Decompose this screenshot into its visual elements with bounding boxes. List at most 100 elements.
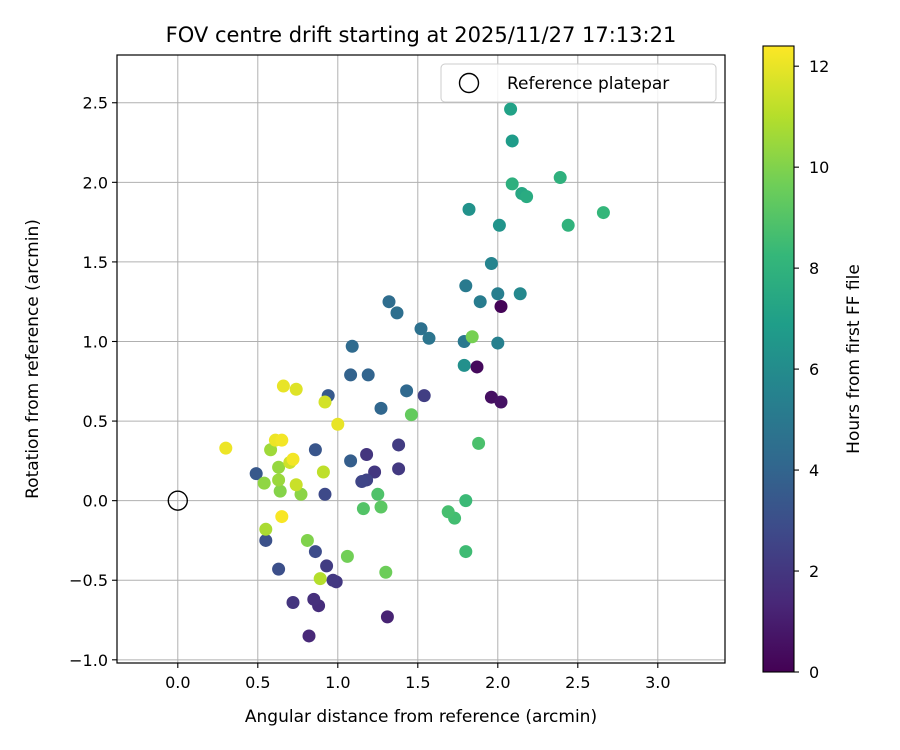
data-point bbox=[379, 565, 393, 579]
data-point bbox=[470, 360, 484, 374]
data-point bbox=[272, 460, 286, 474]
data-point bbox=[561, 218, 575, 232]
data-point bbox=[473, 295, 487, 309]
data-point bbox=[520, 190, 534, 204]
data-point bbox=[308, 443, 322, 457]
data-point bbox=[316, 465, 330, 479]
data-point bbox=[361, 368, 375, 382]
legend-box bbox=[440, 63, 717, 103]
data-point bbox=[257, 476, 271, 490]
data-point bbox=[360, 447, 374, 461]
data-point bbox=[289, 478, 303, 492]
colorbar-tick-label: 4 bbox=[809, 461, 819, 480]
colorbar-tick-label: 8 bbox=[809, 259, 819, 278]
legend-label: Reference platepar bbox=[507, 74, 669, 94]
data-point bbox=[472, 436, 486, 450]
data-point bbox=[374, 401, 388, 415]
data-point bbox=[484, 257, 498, 271]
data-point bbox=[300, 533, 314, 547]
colorbar-tick-label: 10 bbox=[809, 158, 829, 177]
data-point bbox=[371, 487, 385, 501]
data-point bbox=[494, 299, 508, 313]
data-point bbox=[457, 358, 471, 372]
data-point bbox=[494, 395, 508, 409]
data-point bbox=[356, 502, 370, 516]
data-point bbox=[320, 559, 334, 573]
reference-marker bbox=[167, 490, 189, 511]
data-point bbox=[344, 368, 358, 382]
data-point bbox=[459, 279, 473, 293]
data-point bbox=[553, 171, 567, 185]
data-point bbox=[441, 505, 455, 519]
data-point bbox=[345, 339, 359, 353]
colorbar-gradient bbox=[763, 46, 794, 672]
data-point bbox=[513, 287, 527, 301]
data-point bbox=[272, 473, 286, 487]
data-point bbox=[259, 533, 273, 547]
data-point bbox=[422, 331, 436, 345]
data-point bbox=[414, 322, 428, 336]
data-point bbox=[326, 573, 340, 587]
legend: Reference platepar bbox=[440, 63, 717, 103]
data-point bbox=[302, 629, 316, 643]
colorbar-tick-label: 6 bbox=[809, 360, 819, 379]
data-point bbox=[374, 500, 388, 514]
data-point bbox=[596, 206, 610, 220]
data-point bbox=[344, 454, 358, 468]
y-tick-label: −0.5 bbox=[69, 571, 108, 590]
y-tick-label: 1.0 bbox=[83, 332, 108, 351]
data-point bbox=[504, 102, 518, 116]
data-point bbox=[249, 467, 263, 481]
data-point bbox=[505, 177, 519, 191]
data-point bbox=[417, 389, 431, 403]
data-point bbox=[275, 433, 289, 447]
x-tick-label: 2.0 bbox=[485, 673, 510, 692]
y-axis-label: Rotation from reference (arcmin) bbox=[23, 219, 43, 499]
data-point bbox=[272, 562, 286, 576]
data-point bbox=[289, 382, 303, 396]
x-axis-ticks: 0.0 0.5 1.0 1.5 2.0 2.5 3.0 bbox=[165, 663, 671, 692]
y-tick-label: −1.0 bbox=[69, 651, 108, 670]
x-tick-label: 0.0 bbox=[165, 673, 190, 692]
y-tick-label: 2.5 bbox=[83, 94, 108, 113]
colorbar-frame bbox=[762, 45, 795, 673]
data-point bbox=[491, 336, 505, 350]
data-point bbox=[465, 330, 479, 344]
data-point bbox=[286, 596, 300, 610]
data-point bbox=[318, 395, 332, 409]
data-point bbox=[462, 202, 476, 216]
colorbar-ticks: 0 2 4 6 8 10 12 bbox=[794, 57, 829, 682]
data-point bbox=[484, 390, 498, 404]
reference-marker-group bbox=[167, 490, 189, 511]
data-point bbox=[308, 545, 322, 559]
x-tick-label: 1.5 bbox=[405, 673, 430, 692]
colorbar-tick-label: 0 bbox=[809, 663, 819, 682]
data-point bbox=[459, 494, 473, 508]
y-tick-label: 0.5 bbox=[83, 412, 108, 431]
colorbar-tick-label: 2 bbox=[809, 562, 819, 581]
x-tick-label: 0.5 bbox=[245, 673, 270, 692]
data-point bbox=[355, 475, 369, 489]
y-tick-label: 1.5 bbox=[83, 253, 108, 272]
data-point bbox=[259, 522, 273, 536]
data-points bbox=[219, 102, 610, 643]
data-point bbox=[492, 218, 506, 232]
data-point bbox=[340, 549, 354, 563]
data-point bbox=[505, 134, 519, 148]
y-tick-label: 0.0 bbox=[83, 492, 108, 511]
colorbar-tick-label: 12 bbox=[809, 57, 829, 76]
x-tick-label: 2.5 bbox=[565, 673, 590, 692]
data-point bbox=[380, 610, 394, 624]
y-tick-label: 2.0 bbox=[83, 173, 108, 192]
data-point bbox=[382, 295, 396, 309]
data-point bbox=[400, 384, 414, 398]
data-point bbox=[390, 306, 404, 320]
data-point bbox=[459, 545, 473, 559]
data-point bbox=[331, 417, 345, 431]
data-point bbox=[318, 487, 332, 501]
data-point bbox=[276, 379, 290, 393]
colorbar: 0 2 4 6 8 10 12 Hours from first FF file bbox=[762, 45, 864, 682]
colorbar-label: Hours from first FF file bbox=[844, 264, 864, 454]
x-tick-label: 3.0 bbox=[645, 673, 670, 692]
